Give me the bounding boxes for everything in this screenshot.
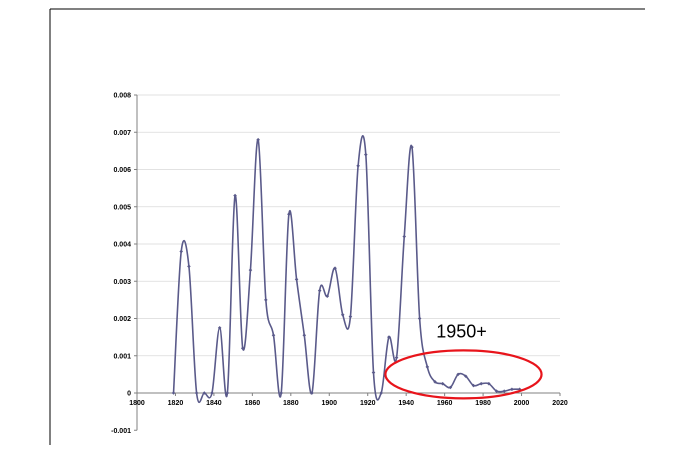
y-tick-label: 0.005	[113, 204, 131, 211]
y-tick-label: 0.008	[113, 93, 131, 100]
x-tick-label: 2020	[552, 400, 568, 407]
x-tick-label: 1940	[398, 400, 414, 407]
data-point	[510, 387, 514, 392]
data-point	[302, 333, 307, 338]
y-tick-label: 0.001	[113, 353, 131, 360]
data-point	[333, 266, 337, 271]
data-point	[433, 380, 437, 384]
data-point	[417, 316, 422, 321]
x-tick-label: 1920	[360, 400, 376, 407]
data-point	[471, 383, 476, 388]
data-point	[194, 391, 199, 395]
data-point	[287, 212, 291, 216]
data-point	[179, 249, 184, 254]
data-point	[479, 381, 483, 386]
data-point	[233, 193, 237, 198]
data-point	[271, 333, 276, 338]
data-point	[456, 372, 460, 377]
data-point	[487, 381, 491, 386]
data-point	[294, 277, 299, 282]
x-tick-label: 1840	[206, 400, 222, 407]
data-point	[202, 391, 207, 395]
data-point	[217, 326, 222, 330]
series-layer	[172, 135, 520, 404]
data-point	[387, 335, 391, 339]
gridlines	[137, 94, 560, 357]
data-point	[248, 268, 253, 272]
data-point	[440, 381, 445, 386]
data-point	[264, 298, 268, 302]
data-point	[225, 391, 230, 395]
data-point	[425, 365, 430, 369]
data-point	[402, 234, 407, 239]
data-point	[364, 152, 368, 157]
x-tick-label: 2000	[514, 400, 530, 407]
data-point	[325, 294, 330, 298]
axes	[136, 95, 560, 431]
data-point	[310, 391, 314, 395]
data-point	[356, 163, 360, 168]
x-tick-label: 1980	[475, 400, 491, 407]
y-tick-labels: -0.001 0 0.001 0.002 0.003 0.004 0.005 0.006 0.0…	[111, 93, 137, 435]
data-point	[240, 346, 245, 351]
data-point	[371, 370, 376, 375]
data-point	[394, 355, 399, 360]
data-point	[317, 288, 322, 293]
data-point	[463, 374, 468, 379]
data-point	[210, 391, 214, 395]
y-tick-label: 0	[127, 391, 131, 398]
y-tick-label: 0.002	[113, 316, 131, 323]
y-tick-label: 0.003	[113, 279, 131, 286]
data-point	[379, 391, 383, 395]
annotation-ellipse	[384, 349, 543, 400]
annotation-label: 1950+	[436, 321, 487, 341]
x-tick-label: 1860	[245, 400, 261, 407]
x-tick-label: 1820	[168, 400, 184, 407]
data-point	[502, 389, 507, 393]
x-tick-label: 1900	[321, 400, 337, 407]
y-tick-label: -0.001	[111, 428, 131, 435]
data-point	[340, 312, 345, 317]
x-tick-labels: 1800 1820 1840 1860 1880 1900 1920 1940 1960 1980…	[129, 393, 568, 407]
data-point	[448, 385, 453, 390]
data-point	[171, 391, 176, 395]
data-point	[410, 145, 414, 149]
x-tick-label: 1800	[129, 400, 145, 407]
series-line	[172, 135, 520, 404]
data-point	[187, 264, 191, 269]
data-point	[494, 389, 499, 393]
x-tick-label: 1960	[437, 400, 453, 407]
y-tick-label: 0.007	[113, 130, 131, 137]
points-layer	[171, 137, 522, 395]
data-point	[256, 137, 260, 142]
data-point	[279, 391, 284, 395]
y-tick-label: 0.004	[113, 242, 131, 249]
y-tick-label: 0.006	[113, 167, 131, 174]
data-point	[348, 314, 353, 319]
x-tick-label: 1880	[283, 400, 299, 407]
